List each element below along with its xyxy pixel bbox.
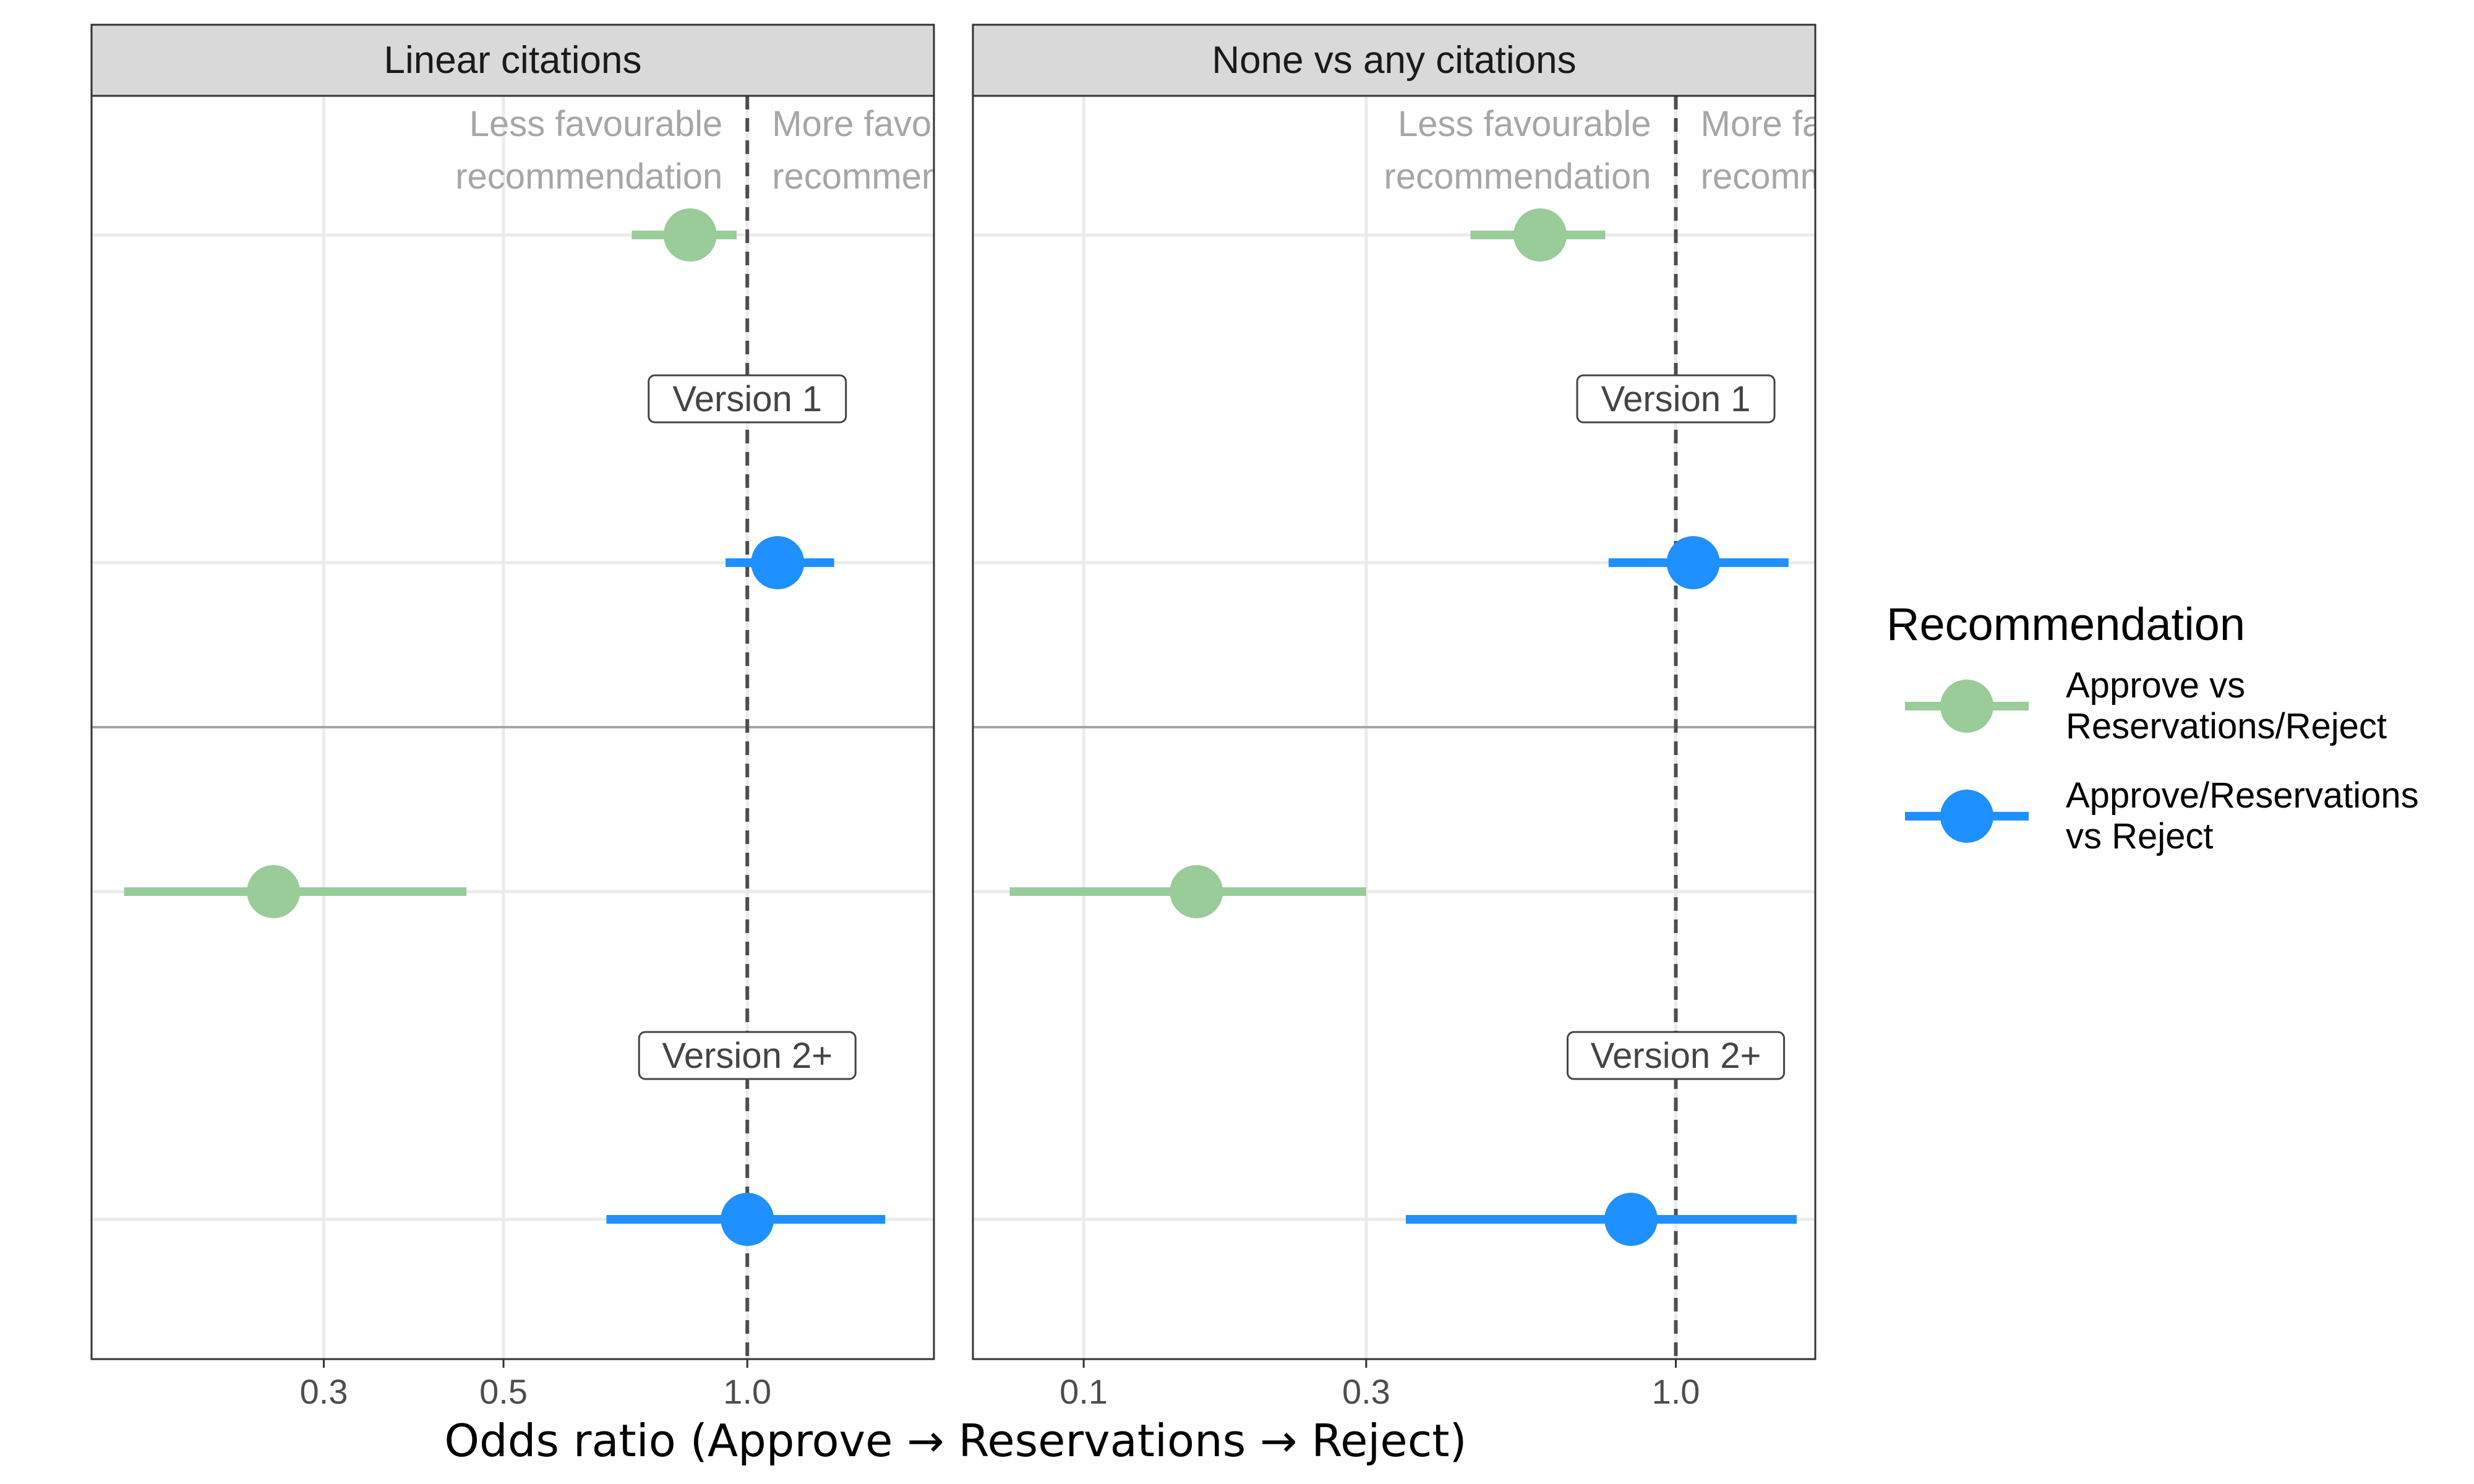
point-estimate [247, 865, 301, 918]
annotation-less-favourable: Less favourable recommendation [1384, 104, 1651, 197]
legend-label: Approve vs Reservations/Reject [2066, 665, 2387, 746]
point-estimate [1666, 536, 1720, 589]
group-label-box [648, 374, 847, 424]
facet-title: Linear citations [383, 39, 641, 82]
legend-key-point [1940, 680, 1993, 733]
plot-layer: Less favourable recommendation More favour… [92, 96, 1039, 1359]
facet-panel: None vs any citations Less favourable reco… [972, 23, 1968, 1411]
x-tick-label: 0.5 [479, 1372, 528, 1411]
facet-title: None vs any citations [1212, 39, 1576, 82]
x-tick-label: 0.3 [300, 1372, 348, 1411]
group-label: Version 2+ [662, 1036, 833, 1076]
legend-key-point [1940, 790, 1993, 843]
annotation-more-favourable: More favourable recommendation [772, 104, 1039, 197]
panel-border [90, 95, 935, 1360]
point-estimate [1513, 208, 1567, 262]
point-estimate [1170, 865, 1223, 918]
plot-layer: Less favourable recommendation More favour… [973, 96, 1968, 1359]
point-estimate [663, 208, 717, 262]
legend: Recommendation Approve vs Reservations/Rej… [1886, 599, 2419, 856]
group-label: Version 1 [1601, 379, 1751, 419]
group-label-box [1567, 1031, 1786, 1080]
annotation-less-favourable: Less favourable recommendation [455, 104, 722, 197]
x-tick-label: 0.1 [1059, 1372, 1108, 1411]
point-estimate [721, 1193, 774, 1246]
legend-label: Approve/Reservations vs Reject [2066, 775, 2419, 856]
group-label-box [1576, 374, 1776, 424]
x-tick-label: 1.0 [723, 1372, 771, 1411]
facet-strip [972, 23, 1817, 97]
annotation-more-favourable: More favourable recommendation [1701, 104, 1968, 197]
group-label-box [638, 1031, 857, 1080]
group-label: Version 2+ [1591, 1036, 1761, 1076]
panel-border [972, 95, 1817, 1360]
facet-strip [90, 23, 935, 97]
group-label: Version 1 [672, 379, 822, 419]
x-axis-title: Odds ratio (Approve → Reservations → Rej… [444, 1415, 1466, 1467]
point-estimate [751, 536, 805, 589]
legend-title: Recommendation [1886, 599, 2245, 650]
facet-panel: Linear citations Less favourable recommend… [90, 23, 1039, 1411]
x-tick-label: 0.3 [1342, 1372, 1390, 1411]
x-tick-label: 1.0 [1652, 1372, 1700, 1411]
point-estimate [1604, 1193, 1658, 1246]
